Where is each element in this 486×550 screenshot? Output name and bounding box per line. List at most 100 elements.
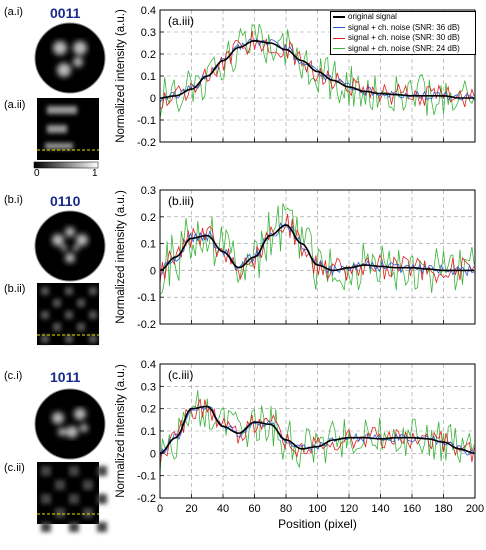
pattern-cell [65,287,73,295]
x-tick-label: 160 [403,503,421,515]
y-tick-label: 0.3 [141,27,156,39]
pattern-cell [89,311,97,319]
mode-blob [52,234,64,246]
y-tick-label: -0.1 [137,115,156,127]
pattern-cell [41,311,49,319]
mode-circle-image-3 [34,388,106,460]
y-tick-label: 0.2 [141,404,156,416]
pattern-cell [77,299,85,307]
mode-blob [65,253,75,263]
pattern-bar [45,143,73,149]
legend-swatch [333,48,345,50]
x-axis-label: Position (pixel) [278,517,357,531]
square-pattern [41,466,107,532]
pattern-cell [41,466,51,476]
y-tick-label: 0.3 [141,381,156,393]
y-axis-label: Normalized intensity (a.u.) [115,9,127,143]
y-tick-label: -0.1 [137,471,156,483]
pattern-cell [55,480,65,490]
mode-blob [65,227,75,237]
series-line-3 [159,23,475,118]
mode-blob [66,426,78,438]
pattern-bar [47,106,77,114]
mode-blob [73,41,87,55]
label-c-i: (c.i) [4,370,23,382]
series-line-2 [159,30,475,109]
pattern-cell [41,287,49,295]
pattern-cell [69,522,79,532]
y-tick-label: 0 [150,265,156,277]
y-tick-label: 0 [150,93,156,105]
series-line-3 [159,203,475,295]
panel-title: (c.iii) [168,368,193,382]
legend-entry: signal + ch. noise (SNR: 24 dB) [333,44,473,55]
pattern-cell [41,494,51,504]
x-tick-label: 20 [185,503,197,515]
series-line-2 [159,398,475,465]
pattern-cell [65,311,73,319]
pattern-cell [65,335,73,343]
series-line-original [159,224,475,272]
mode-blob [61,245,67,251]
legend-label: signal + ch. noise (SNR: 36 dB) [348,22,460,32]
y-tick-label: 0 [150,448,156,460]
mode-circle-image-1 [34,22,106,94]
pattern-cell [69,466,79,476]
legend-swatch [333,16,345,19]
colorbar-max-label: 1 [92,168,98,179]
pattern-cell [89,335,97,343]
pattern-bar [47,125,67,133]
pattern-cell [83,480,93,490]
mode-blob [57,63,71,77]
y-axis-label: Normalized intensity (a.u.) [115,190,127,324]
x-tick-label: 80 [280,503,292,515]
mode-blob [53,41,67,55]
x-tick-label: 40 [217,503,229,515]
y-tick-label: 0.1 [141,71,156,83]
mode-blob [74,408,86,420]
y-axis-label: Normalized intensity (a.u.) [115,364,127,498]
x-tick-label: 140 [371,503,389,515]
pattern-cell [41,522,51,532]
label-a-i: (a.i) [4,6,23,18]
mode-blob [52,412,64,424]
mode-pattern [52,227,88,263]
colorbar-min-label: 0 [34,168,40,179]
code-c: 1011 [50,369,81,385]
plot-1: 0.4 0.3 0.2 0.1 0 -0.1 -0.2 (a.iii) Normalized i… [115,5,476,149]
mode-pattern [52,408,88,438]
legend: original signal signal + ch. noise (SNR: … [330,11,476,55]
x-tick-label: 180 [434,503,452,515]
legend-entry: signal + ch. noise (SNR: 30 dB) [333,33,473,44]
series-line-1 [159,405,475,458]
legend-swatch [333,27,345,29]
square-pattern [45,106,77,149]
pattern-cell [41,335,49,343]
plot-3: 0.40.30.20.10-0.1-0.20 20 40 60 80 100 120 140 1… [115,359,484,531]
pattern-cell [55,508,65,518]
code-a: 0011 [50,5,81,21]
y-tick-label: 0.2 [141,49,156,61]
pattern-cell [97,466,107,476]
legend-label: signal + ch. noise (SNR: 30 dB) [348,33,460,42]
legend-entry: signal + ch. noise (SNR: 36 dB) [333,23,473,34]
colorbar [33,161,99,169]
x-tick-label: 120 [340,503,358,515]
panel-title: (b.iii) [168,194,194,208]
series-line-3 [159,390,475,474]
y-tick-label: 0.4 [141,359,156,371]
plot-2: 0.3 0.2 0.1 0 -0.1 -0.2 (b.iii) Normalized inte… [115,185,476,331]
code-b: 0110 [50,193,81,209]
x-tick-label: 60 [248,503,260,515]
y-tick-label: 0.1 [141,426,156,438]
mode-pattern [53,41,87,77]
y-tick-label: -0.2 [137,493,156,505]
x-tick-label: 100 [308,503,326,515]
legend-swatch [333,37,345,39]
y-tick-label: -0.1 [137,292,156,304]
label-c-ii: (c.ii) [4,462,25,474]
y-tick-label: -0.2 [137,137,156,149]
pattern-cell [83,508,93,518]
series-line-original [159,39,475,99]
